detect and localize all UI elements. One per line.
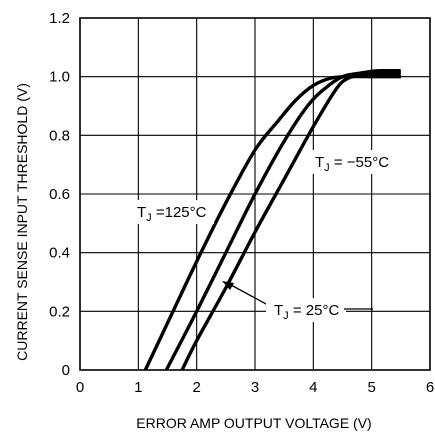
annotation-bg-125c [134, 200, 214, 224]
y-tick-label: 1.0 [49, 69, 70, 86]
y-tick-label: 0 [62, 362, 70, 379]
annotation-125c: TJ =125°C [137, 204, 207, 224]
x-tick-label: 5 [367, 379, 375, 396]
x-tick-label: 2 [192, 379, 200, 396]
annotation-minus55c: TJ = −55°C [315, 154, 389, 174]
y-tick-label: 1.2 [49, 10, 70, 27]
x-tick-label: 1 [134, 379, 142, 396]
y-tick-label: 0.6 [49, 186, 70, 203]
y-tick-label: 0.2 [49, 303, 70, 320]
annotation-bg-25c [266, 298, 346, 322]
y-axis-title: CURRENT SENSE INPUT THRESHOLD (V) [14, 83, 30, 361]
annotation-leader-25c [230, 284, 269, 306]
annotation-25c: TJ = 25°C [274, 302, 339, 322]
series-line-2 [180, 71, 401, 371]
series-lines [143, 68, 401, 371]
series-line-1 [164, 68, 401, 371]
y-tick-label: 0.8 [49, 127, 70, 144]
x-tick-label: 3 [251, 379, 259, 396]
annotation-arrowhead-25c [222, 281, 234, 290]
x-tick-label: 6 [426, 379, 434, 396]
x-tick-label: 0 [76, 379, 84, 396]
x-axis-title: ERROR AMP OUTPUT VOLTAGE (V) [136, 415, 371, 431]
plot-frame [79, 17, 431, 371]
y-tick-labels: 0 0.2 0.4 0.6 0.8 1.0 1.2 [49, 10, 70, 379]
y-tick-label: 0.4 [49, 245, 70, 262]
annotation-bg-minus55c [312, 150, 400, 174]
x-tick-labels: 0 1 2 3 4 5 6 [76, 379, 434, 396]
x-tick-label: 4 [309, 379, 317, 396]
